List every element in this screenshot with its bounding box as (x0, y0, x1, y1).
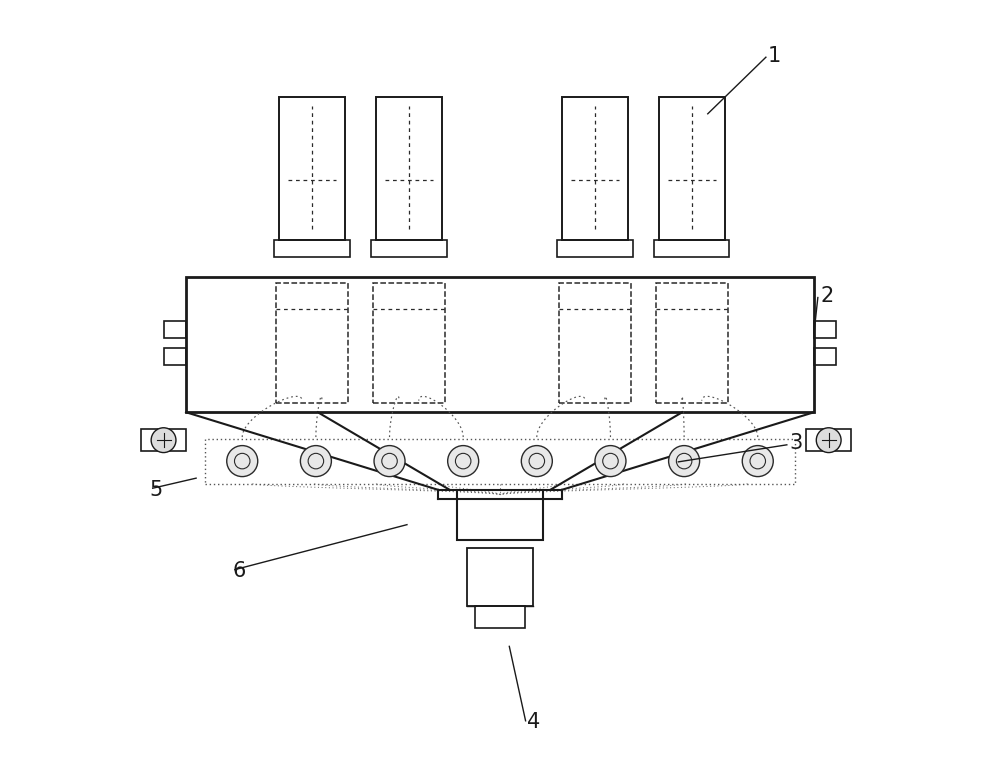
Circle shape (448, 446, 479, 477)
Bar (373, 282, 445, 403)
Circle shape (300, 446, 331, 477)
Bar (656, 282, 728, 403)
Text: 1: 1 (767, 46, 781, 65)
Bar (557, 240, 633, 258)
Bar (205, 439, 795, 484)
Bar (371, 240, 447, 258)
Bar (654, 240, 729, 258)
Text: 3: 3 (789, 433, 802, 454)
Bar (562, 96, 628, 240)
Circle shape (227, 446, 258, 477)
Text: 4: 4 (527, 713, 540, 732)
Bar (164, 348, 186, 365)
Text: 2: 2 (820, 286, 833, 306)
Text: 6: 6 (233, 561, 246, 581)
Bar (274, 240, 350, 258)
Bar (279, 96, 345, 240)
Circle shape (521, 446, 552, 477)
Bar (164, 321, 186, 338)
Bar (141, 429, 186, 451)
Bar (276, 282, 348, 403)
Bar (806, 429, 851, 451)
Circle shape (742, 446, 773, 477)
Circle shape (595, 446, 626, 477)
Bar (659, 96, 725, 240)
Bar (559, 282, 631, 403)
Bar (186, 277, 814, 412)
Bar (467, 548, 533, 606)
Circle shape (374, 446, 405, 477)
Bar (475, 606, 525, 628)
Text: 5: 5 (150, 480, 163, 499)
Bar (457, 490, 543, 540)
Circle shape (816, 428, 841, 453)
Bar (814, 348, 836, 365)
Circle shape (669, 446, 700, 477)
Circle shape (151, 428, 176, 453)
Bar (376, 96, 442, 240)
Bar (814, 321, 836, 338)
